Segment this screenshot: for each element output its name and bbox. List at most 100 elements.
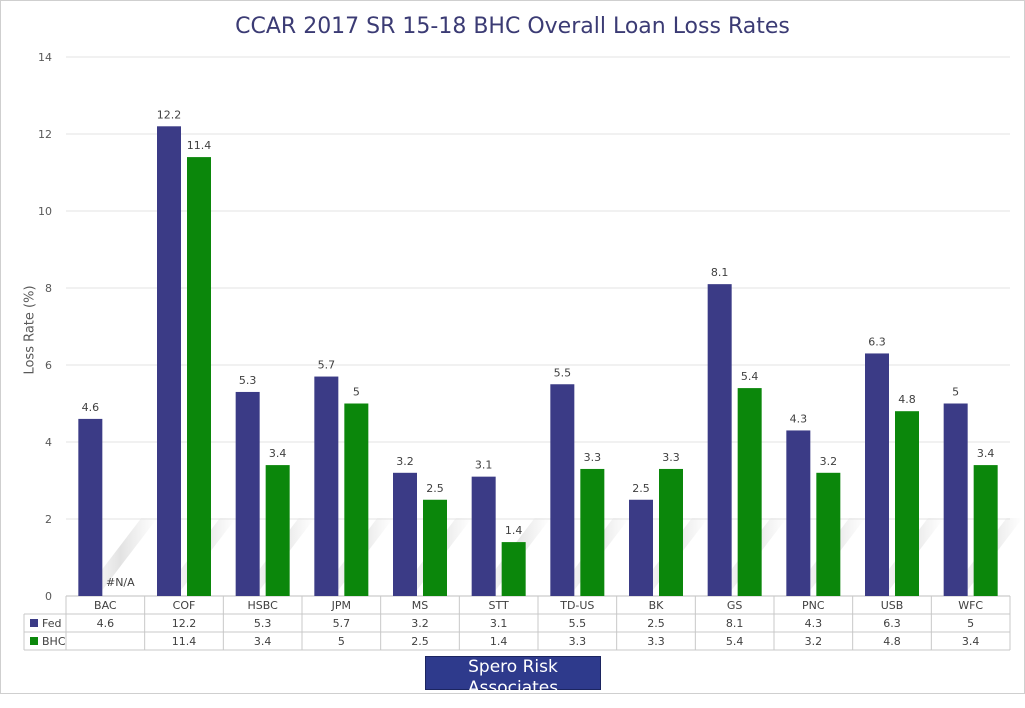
- bar-bhc-stt: [501, 542, 526, 596]
- table-cell: 3.1: [490, 617, 508, 630]
- table-cell: 1.4: [490, 635, 508, 648]
- bar-fed-bk: [629, 499, 653, 596]
- data-label: 6.3: [868, 335, 886, 348]
- table-cell: 3.2: [411, 617, 429, 630]
- bar-fed-cof: [157, 126, 181, 597]
- bar-bhc-hsbc: [265, 465, 290, 596]
- table-cell: 5.7: [333, 617, 351, 630]
- x-tick-label: WFC: [958, 599, 983, 612]
- legend-swatch-bhc: [30, 637, 38, 645]
- bar-bhc-bk: [659, 468, 683, 596]
- bar-bhc-jpm: [344, 403, 369, 596]
- missing-value-label: #N/A: [106, 576, 135, 589]
- data-label: 3.3: [584, 451, 602, 464]
- data-label: 3.2: [396, 455, 414, 468]
- data-label: 5: [353, 386, 360, 399]
- data-label: 5: [952, 386, 959, 399]
- y-tick-label: 12: [38, 128, 52, 141]
- data-label: 5.4: [741, 370, 759, 383]
- bar-fed-bac: [78, 418, 103, 596]
- table-cell: 5: [967, 617, 974, 630]
- chart-title: CCAR 2017 SR 15-18 BHC Overall Loan Loss…: [235, 14, 790, 39]
- table-cell: 8.1: [726, 617, 744, 630]
- table-cell: 5.5: [569, 617, 587, 630]
- table-cell: 4.6: [97, 617, 115, 630]
- y-tick-label: 2: [45, 513, 52, 526]
- x-tick-label: TD-US: [559, 599, 594, 612]
- bar-fed-hsbc: [235, 391, 260, 596]
- bar-bhc-ms: [423, 499, 447, 596]
- table-cell: 3.4: [254, 635, 272, 648]
- brand-tagline: Leaders in Risk Management, Modeling & S…: [426, 700, 600, 707]
- table-cell: 3.3: [569, 635, 587, 648]
- table-cell: 4.8: [883, 635, 901, 648]
- data-label: 11.4: [187, 139, 212, 152]
- x-tick-label: MS: [412, 599, 428, 612]
- brand-name: Spero Risk Associates: [467, 657, 559, 698]
- table-cell: 4.3: [805, 617, 823, 630]
- bar-fed-jpm: [314, 376, 339, 596]
- bar-bhc-pnc: [816, 472, 841, 596]
- data-label: 5.5: [554, 366, 572, 379]
- data-label: 2.5: [632, 482, 650, 495]
- table-cell: 5: [338, 635, 345, 648]
- x-tick-label: BAC: [94, 599, 117, 612]
- legend-swatch-fed: [30, 619, 38, 627]
- x-tick-label: GS: [727, 599, 743, 612]
- y-tick-label: 8: [45, 282, 52, 295]
- bar-fed-usb: [865, 353, 889, 596]
- data-label: 5.7: [318, 359, 336, 372]
- table-cell: 3.3: [647, 635, 665, 648]
- bar-fed-pnc: [786, 430, 811, 596]
- data-label: 2.5: [426, 482, 444, 495]
- bar-bhc-wfc: [973, 465, 998, 596]
- table-cell: 5.3: [254, 617, 272, 630]
- x-tick-label: USB: [881, 599, 904, 612]
- table-cell: 2.5: [411, 635, 429, 648]
- x-tick-label: STT: [489, 599, 510, 612]
- table-cell: 12.2: [172, 617, 197, 630]
- data-table: BAC COF HSBC JPM MS STT TD-US BK GS PNC USB WFC Fed 4…: [23, 596, 1011, 651]
- data-labels: 4.6 #N/A 12.2 11.4 5.3 3.4 5.7 5 3.2 2.5 3.1 1.4 5.5…: [82, 108, 995, 589]
- data-label: 12.2: [157, 108, 182, 121]
- data-label: 3.3: [662, 451, 680, 464]
- y-tick-label: 14: [38, 51, 52, 64]
- bar-fed-td-us: [550, 384, 575, 596]
- data-label: 8.1: [711, 266, 729, 279]
- data-label: 3.4: [977, 447, 995, 460]
- data-label: 1.4: [505, 524, 523, 537]
- table-cell: 2.5: [647, 617, 665, 630]
- data-label: 4.8: [898, 393, 916, 406]
- bar-fed-stt: [471, 476, 496, 596]
- data-label: 4.6: [82, 401, 100, 414]
- y-tick-label: 6: [45, 359, 52, 372]
- legend-label: BHC: [42, 635, 66, 648]
- x-tick-label: BK: [649, 599, 665, 612]
- bar-bhc-usb: [895, 411, 919, 596]
- bar-fed-ms: [393, 472, 417, 596]
- x-tick-label: JPM: [331, 599, 351, 612]
- bar-fed-wfc: [943, 403, 968, 596]
- data-label: 3.1: [475, 459, 493, 472]
- bar-fed-gs: [707, 284, 732, 596]
- data-label: 4.3: [790, 412, 808, 425]
- table-cell: 5.4: [726, 635, 744, 648]
- table-cell: 11.4: [172, 635, 197, 648]
- y-tick-label: 4: [45, 436, 52, 449]
- legend-label: Fed: [42, 617, 61, 630]
- x-tick-label: HSBC: [248, 599, 279, 612]
- data-label: 3.4: [269, 447, 287, 460]
- y-tick-label: 10: [38, 205, 52, 218]
- table-cell: 3.4: [962, 635, 980, 648]
- bars: [78, 126, 998, 597]
- bar-bhc-gs: [737, 388, 762, 596]
- bar-bhc-cof: [187, 157, 211, 596]
- x-tick-label: PNC: [802, 599, 825, 612]
- table-cell: 6.3: [883, 617, 901, 630]
- brand-logo: Spero Risk Associates Leaders in Risk Ma…: [425, 656, 601, 707]
- y-tick-label: 0: [45, 590, 52, 603]
- x-tick-label: COF: [173, 599, 196, 612]
- bar-bhc-td-us: [580, 468, 605, 596]
- data-label: 5.3: [239, 374, 257, 387]
